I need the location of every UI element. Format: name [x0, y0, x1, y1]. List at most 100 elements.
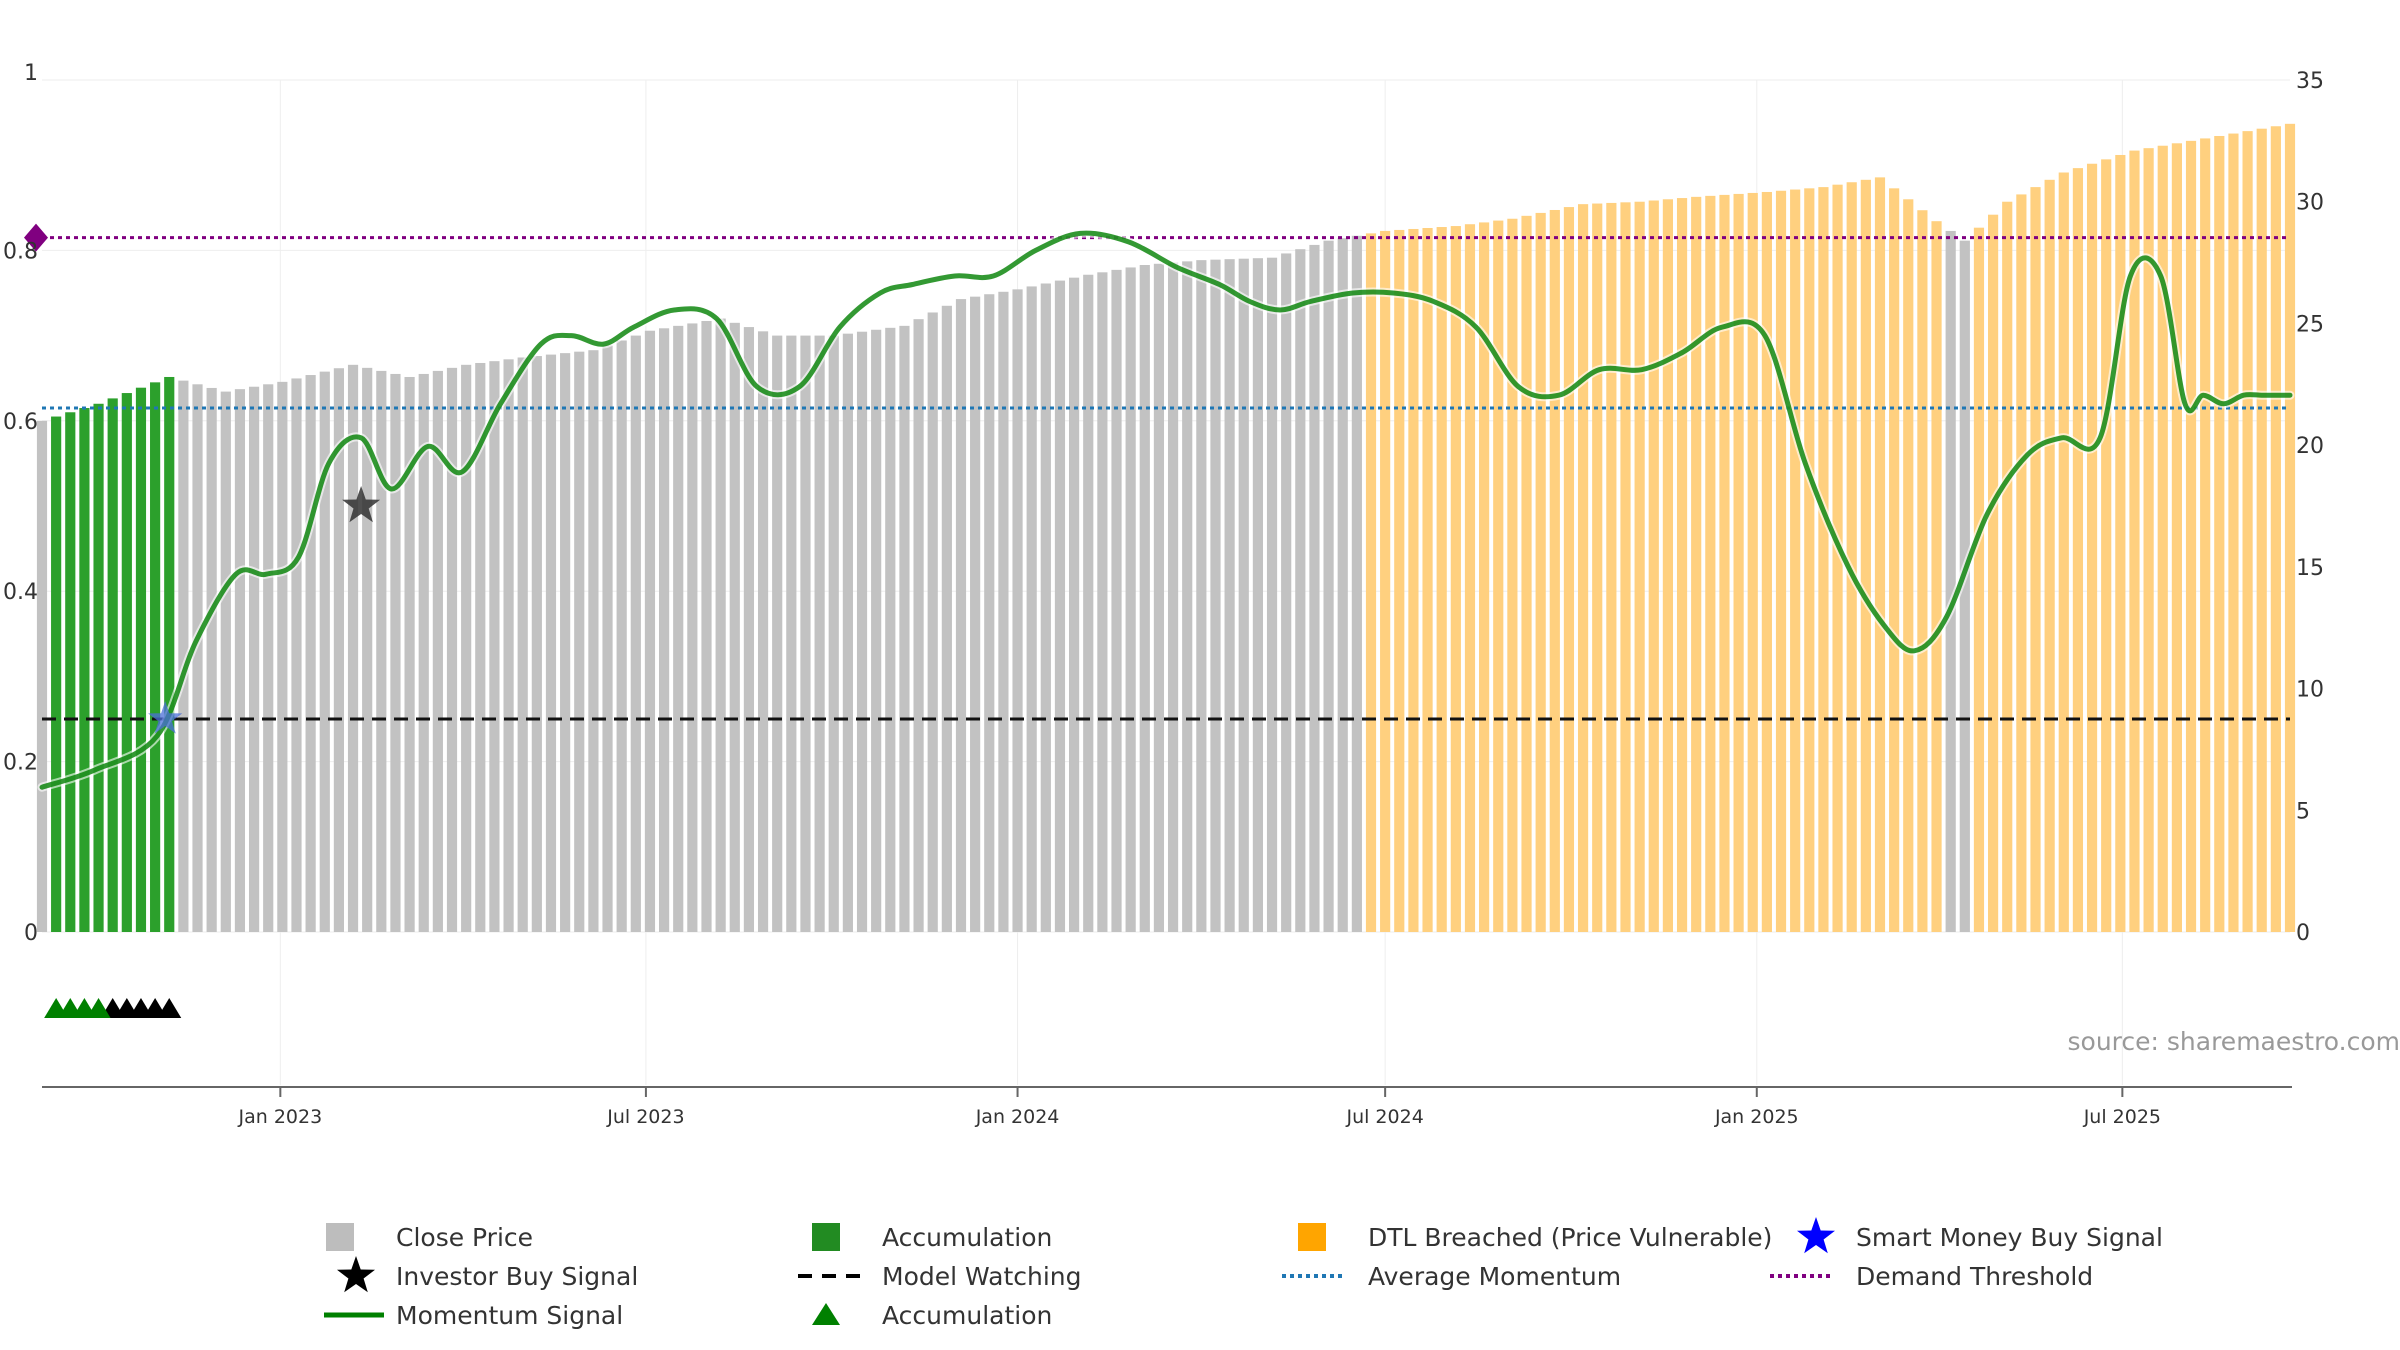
- price-bar: [1493, 220, 1504, 932]
- price-bar: [545, 354, 557, 933]
- price-bar: [1931, 221, 1942, 932]
- price-bar: [404, 376, 415, 933]
- legend-swatch: [326, 1223, 354, 1251]
- legend-swatch: [1298, 1223, 1326, 1251]
- left-axis-tick-label: 1: [24, 61, 38, 86]
- price-bar: [503, 359, 514, 933]
- price-bar: [1676, 198, 1688, 932]
- price-bar: [2030, 187, 2041, 933]
- price-bar: [517, 357, 528, 932]
- legend-label: DTL Breached (Price Vulnerable): [1368, 1223, 1772, 1252]
- price-bar: [531, 356, 542, 932]
- price-bar: [1620, 202, 1631, 932]
- legend-label: Demand Threshold: [1856, 1262, 2093, 1291]
- price-bar: [1351, 235, 1362, 933]
- price-bar: [602, 345, 613, 933]
- price-bar: [1662, 199, 1673, 932]
- price-bar: [1563, 207, 1575, 932]
- price-bar: [757, 331, 769, 933]
- price-bar: [135, 387, 147, 932]
- price-bar: [1238, 258, 1249, 932]
- price-bar: [489, 361, 500, 932]
- price-bar: [1874, 177, 1886, 932]
- price-bar: [899, 325, 910, 932]
- price-bar: [1634, 201, 1645, 932]
- price-bar: [1266, 257, 1278, 932]
- price-bar: [1125, 267, 1136, 932]
- right-axis-tick-label: 20: [2296, 434, 2324, 459]
- price-bar: [1733, 193, 1744, 933]
- price-bar: [701, 320, 712, 932]
- price-bar: [2200, 138, 2211, 933]
- x-axis-tick-label: Jan 2024: [975, 1106, 1060, 1128]
- left-axis-tick-label: 0.2: [3, 751, 38, 776]
- price-bar: [574, 351, 585, 932]
- price-bar: [2228, 133, 2239, 933]
- accumulation-triangle: [157, 998, 182, 1018]
- price-bar: [1917, 210, 1928, 933]
- left-axis: 0 0.2 0.4 0.6 0.8 1: [3, 61, 38, 946]
- x-axis-tick-label: Jul 2025: [2083, 1106, 2161, 1128]
- price-bar: [93, 403, 104, 932]
- price-bar: [1691, 196, 1702, 933]
- price-bar: [1196, 260, 1207, 932]
- price-bar: [206, 387, 217, 932]
- left-axis-tick-label: 0: [24, 921, 38, 946]
- legend-entry: Average Momentum: [1282, 1262, 1621, 1291]
- legend-entry: DTL Breached (Price Vulnerable): [1298, 1223, 1772, 1252]
- price-bar: [955, 299, 967, 933]
- price-bar: [687, 323, 698, 932]
- price-bar: [2171, 143, 2182, 933]
- left-axis-tick-label: 0.4: [3, 580, 38, 605]
- price-bar: [2157, 145, 2168, 933]
- price-bar: [856, 331, 868, 933]
- price-bar: [1549, 209, 1560, 933]
- price-bar: [1167, 262, 1179, 932]
- price-bar: [2143, 148, 2154, 932]
- legend-entry: Accumulation: [812, 1223, 1052, 1252]
- investor-buy-signal-star: [342, 486, 381, 523]
- legend-triangle-icon: [812, 1303, 840, 1325]
- right-axis-tick-label: 0: [2296, 921, 2310, 946]
- price-bar: [347, 364, 359, 932]
- legend-label: Accumulation: [882, 1223, 1052, 1252]
- price-bar: [1281, 253, 1292, 932]
- x-axis-tick-label: Jan 2025: [1714, 1106, 1799, 1128]
- legend-label: Close Price: [396, 1223, 533, 1252]
- price-bar: [2214, 135, 2225, 933]
- price-bar: [2284, 123, 2296, 932]
- price-bar: [1394, 229, 1405, 932]
- price-bar: [1323, 240, 1334, 932]
- source-label: source: sharemaestro.com: [2068, 1027, 2400, 1056]
- price-bar: [1026, 286, 1037, 932]
- right-axis: 0 5 10 15 20 25 30 35: [2296, 69, 2324, 946]
- signal-markers: [44, 486, 381, 1018]
- price-bar: [2115, 154, 2126, 933]
- price-bar: [164, 376, 175, 933]
- legend-entry: Demand Threshold: [1770, 1262, 2093, 1291]
- right-axis-tick-label: 15: [2296, 556, 2324, 581]
- price-bar: [2044, 179, 2055, 932]
- price-bar: [828, 335, 839, 933]
- smart-money-buy-signal-star: [148, 701, 183, 734]
- price-bar: [885, 327, 896, 932]
- price-bar: [362, 367, 373, 933]
- price-bar: [1988, 214, 1999, 932]
- price-bar: [461, 364, 472, 932]
- price-bar: [1210, 259, 1221, 932]
- legend-label: Investor Buy Signal: [396, 1262, 638, 1291]
- price-bar: [1054, 280, 1066, 933]
- price-bar: [1069, 277, 1080, 932]
- legend-label: Average Momentum: [1368, 1262, 1621, 1291]
- price-bar: [842, 333, 853, 932]
- price-bar: [2058, 172, 2069, 932]
- price-bar: [1903, 199, 1914, 932]
- right-axis-tick-label: 30: [2296, 191, 2324, 216]
- price-bar: [871, 329, 882, 932]
- price-bar: [178, 380, 189, 932]
- price-bar: [1804, 188, 1815, 932]
- price-bar: [2242, 131, 2253, 932]
- price-bar: [1111, 269, 1122, 932]
- price-bar: [1252, 258, 1263, 932]
